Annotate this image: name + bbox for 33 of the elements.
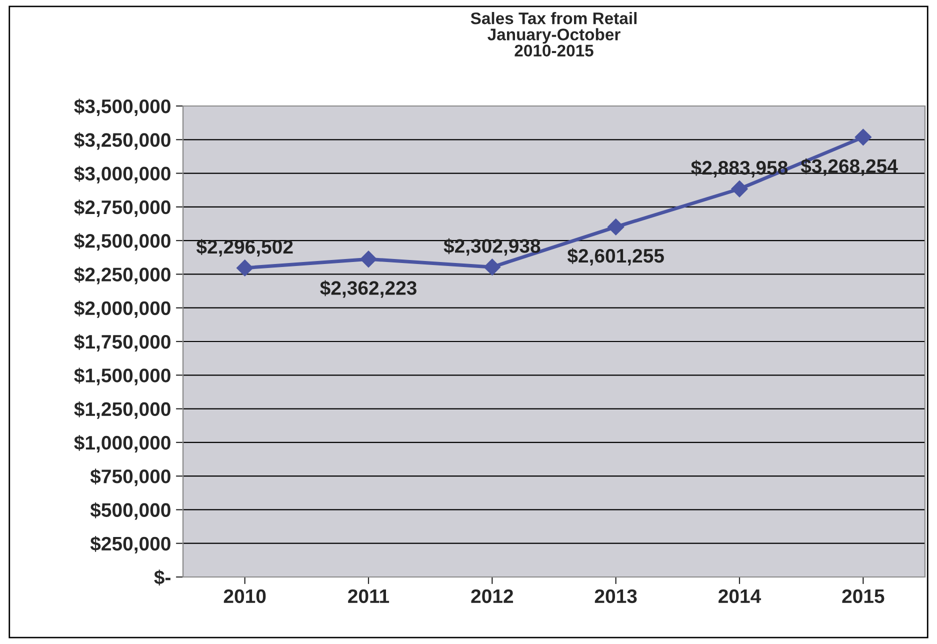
x-tick-label: 2014 bbox=[718, 589, 762, 604]
y-tick-label: $2,500,000 bbox=[74, 233, 170, 251]
point bbox=[854, 128, 872, 146]
y-tick-label: $1,500,000 bbox=[74, 368, 170, 386]
y-tick-label: $500,000 bbox=[90, 502, 170, 520]
y-tick-label: $3,000,000 bbox=[74, 166, 170, 184]
x-tick-label: 2012 bbox=[471, 589, 514, 604]
point bbox=[731, 180, 748, 198]
y-tick-label: $2,000,000 bbox=[74, 300, 170, 318]
y-tick-label: $1,750,000 bbox=[74, 334, 170, 352]
x-tick-label: 2015 bbox=[842, 589, 884, 604]
x-tick-label: 2011 bbox=[348, 589, 390, 604]
data-label: $2,601,255 bbox=[567, 248, 664, 266]
x-tick-label: 2013 bbox=[594, 589, 637, 604]
data-label: $3,268,254 bbox=[800, 158, 898, 176]
point bbox=[360, 250, 377, 268]
y-tick-label: $- bbox=[154, 570, 170, 586]
y-tick-label: $250,000 bbox=[90, 536, 170, 554]
y-tick-label: $1,000,000 bbox=[74, 435, 170, 452]
data-label: $2,302,938 bbox=[444, 238, 540, 256]
y-tick-label: $3,250,000 bbox=[74, 132, 170, 150]
chart-title: Sales Tax from Retail January-October 2010-2015 bbox=[470, 12, 637, 57]
point bbox=[607, 218, 624, 236]
y-tick-label: $1,250,000 bbox=[74, 401, 170, 419]
y-tick-label: $750,000 bbox=[90, 468, 170, 486]
y-tick-label: $2,250,000 bbox=[74, 266, 170, 284]
data-label: $2,296,502 bbox=[196, 239, 293, 257]
x-tick-label: 2010 bbox=[224, 589, 266, 604]
y-tick-label: $3,500,000 bbox=[74, 98, 170, 116]
y-tick-label: $2,750,000 bbox=[74, 200, 170, 217]
point bbox=[236, 260, 254, 276]
data-label: $2,362,223 bbox=[320, 280, 416, 298]
point bbox=[484, 258, 501, 276]
